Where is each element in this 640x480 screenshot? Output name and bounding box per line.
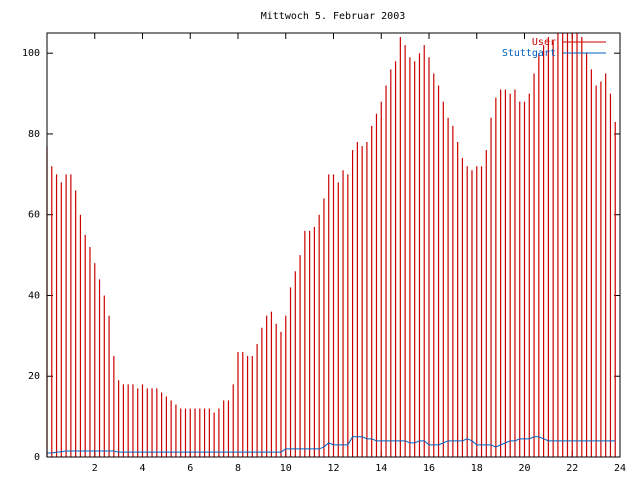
y-tick-label: 20	[28, 371, 40, 382]
x-tick-label: 18	[471, 463, 483, 474]
x-tick-label: 10	[280, 463, 292, 474]
chart-title: Mittwoch 5. Februar 2003	[261, 11, 406, 22]
y-tick-label: 100	[22, 48, 40, 59]
x-tick-label: 8	[235, 463, 241, 474]
x-tick-label: 16	[423, 463, 435, 474]
x-tick-label: 12	[327, 463, 339, 474]
x-tick-label: 14	[375, 463, 387, 474]
x-tick-label: 4	[139, 463, 145, 474]
x-tick-label: 24	[614, 463, 626, 474]
legend-label: User	[532, 37, 556, 48]
legend-label: Stuttgart	[502, 48, 556, 59]
y-tick-label: 40	[28, 290, 40, 301]
x-tick-label: 22	[566, 463, 578, 474]
series-line	[47, 436, 616, 454]
y-tick-label: 80	[28, 129, 40, 140]
x-tick-label: 2	[92, 463, 98, 474]
x-tick-label: 20	[518, 463, 530, 474]
x-tick-label: 6	[187, 463, 193, 474]
y-tick-label: 60	[28, 210, 40, 221]
y-tick-label: 0	[34, 452, 40, 463]
plot-border	[46, 32, 621, 458]
